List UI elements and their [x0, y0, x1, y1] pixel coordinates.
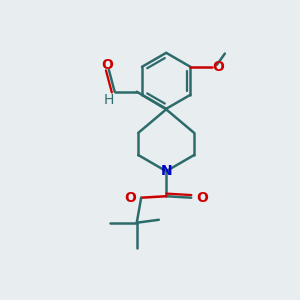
Text: N: N: [160, 164, 172, 178]
Text: O: O: [196, 191, 208, 205]
Text: H: H: [103, 93, 114, 107]
Text: O: O: [101, 58, 113, 72]
Text: O: O: [212, 60, 224, 74]
Text: O: O: [124, 191, 136, 205]
